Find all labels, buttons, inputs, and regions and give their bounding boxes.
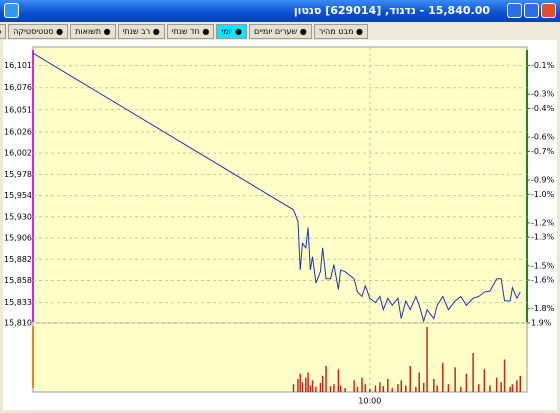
y-tick-label: 15,930 (4, 212, 32, 221)
tab[interactable]: ● יומי (216, 24, 248, 39)
y2-tick-label: -0.1% (531, 61, 555, 70)
tab-bullet: ● (353, 27, 363, 36)
tab[interactable]: ● תמצית חברה (0, 24, 7, 39)
y2-tick-label: -0.4% (531, 104, 555, 113)
maximize-button[interactable] (524, 3, 539, 18)
tab-bullet: ● (0, 27, 1, 36)
app-icon[interactable] (4, 3, 19, 18)
minimize-button[interactable] (507, 3, 522, 18)
tab-label: רב שנתי (122, 27, 151, 36)
tab-label: תשואות (75, 27, 102, 36)
tab-bullet: ● (53, 27, 64, 36)
y-tick-label: 16,076 (4, 83, 32, 92)
price-line (32, 52, 521, 324)
y2-tick-label: -0.7% (531, 147, 555, 156)
close-button[interactable] (541, 3, 556, 18)
window-title: 15,840.00 - נדגוד, [629014] סנטון (293, 4, 490, 17)
y2-tick-label: -1.6% (531, 276, 555, 285)
tab-bullet: ● (199, 27, 210, 36)
tab[interactable]: ● חד שנתי (166, 24, 215, 39)
x-tick-label: 10:00 (358, 397, 381, 406)
y2-tick-label: -1.0% (531, 190, 555, 199)
tab-label: יומי (221, 27, 233, 36)
tab-bullet: ● (150, 27, 160, 36)
y2-tick-label: -0.9% (531, 175, 555, 184)
tab-label: מבט מהיר (318, 27, 354, 36)
tab[interactable]: ● מבט מהיר (313, 24, 368, 39)
y2-tick-label: -1.3% (531, 233, 555, 242)
y2-tick-label: -0.6% (531, 133, 555, 142)
tab[interactable]: ● רב שנתי (117, 24, 165, 39)
tab-bullet: ● (232, 27, 243, 36)
title-bar: 15,840.00 - נדגוד, [629014] סנטון (0, 0, 560, 22)
y-tick-label: 15,882 (4, 255, 32, 264)
tab-label: חד שנתי (171, 27, 200, 36)
y-tick-label: 15,833 (4, 298, 32, 307)
y-tick-label: 15,810 (4, 319, 32, 328)
tab-label: סטטיסטיקה (13, 27, 54, 36)
tab-bullet: ● (101, 27, 111, 36)
y2-tick-label: -1.2% (531, 218, 555, 227)
y-tick-label: 16,101 (4, 61, 32, 70)
tab[interactable]: ● תשואות (70, 24, 116, 39)
y-tick-label: 16,051 (4, 105, 32, 114)
tab[interactable]: ● שערים יומיים (249, 24, 312, 39)
y2-tick-label: -1.8% (531, 304, 555, 313)
tab-bar: ● מבט מהיר ● שערים יומיים ● יומי ● חד שנתי ●… (0, 24, 368, 39)
tab-bullet: ● (297, 27, 307, 36)
y2-tick-label: -0.3% (531, 90, 555, 99)
y-tick-label: 16,002 (4, 149, 32, 158)
y-tick-label: 15,906 (4, 234, 32, 243)
plot-area (32, 46, 528, 393)
y2-tick-label: -1.5% (531, 261, 555, 270)
y-tick-label: 15,858 (4, 276, 32, 285)
y-tick-label: 15,954 (4, 191, 32, 200)
tab-label: שערים יומיים (254, 27, 298, 36)
y-tick-label: 16,026 (4, 127, 32, 136)
y2-tick-label: 1.9% (531, 319, 552, 328)
y-tick-label: 15,978 (4, 170, 32, 179)
tab[interactable]: ● סטטיסטיקה (8, 24, 69, 39)
